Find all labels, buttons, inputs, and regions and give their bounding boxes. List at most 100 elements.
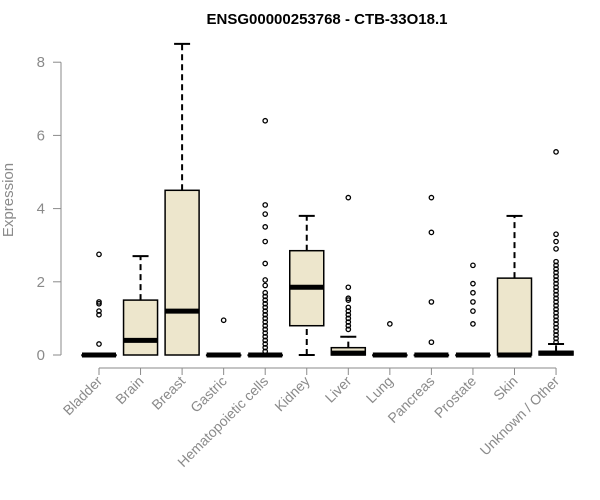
outlier-point [553, 266, 559, 272]
outlier-point [262, 289, 269, 296]
x-tick-label: Skin [490, 373, 521, 404]
box-bladder [81, 251, 117, 358]
outlier-point [96, 251, 102, 258]
outlier-point [262, 224, 269, 230]
box-hematopoietic-cells [247, 117, 283, 358]
box-brain [122, 255, 159, 356]
outlier-point [262, 282, 269, 289]
outlier-point [220, 317, 227, 324]
y-tick-label: 0 [37, 347, 45, 364]
box-skin [496, 214, 533, 358]
box-lung [372, 321, 408, 358]
outlier-point [553, 280, 559, 287]
outlier-point [96, 308, 102, 314]
outlier-point [96, 341, 102, 347]
outlier-point [553, 246, 559, 252]
outlier-point [553, 302, 559, 309]
box-liver [330, 194, 367, 356]
outlier-point [553, 273, 559, 280]
outlier-point [386, 321, 393, 327]
outlier-point [553, 149, 559, 155]
outlier-point [262, 297, 269, 303]
outlier-point [428, 229, 435, 236]
y-tick-label: 4 [37, 201, 45, 218]
outlier-point [345, 319, 352, 325]
x-tick-label: Liver [322, 373, 355, 406]
y-axis: 0 2 4 6 8 [37, 54, 62, 364]
outlier-point [262, 238, 269, 245]
box-series [81, 42, 574, 358]
outlier-point [553, 262, 559, 269]
outlier-point [553, 291, 559, 298]
y-tick-label: 8 [37, 54, 45, 71]
outlier-point [96, 300, 102, 307]
outlier-point [553, 335, 559, 342]
x-tick-label: Bladder [60, 373, 106, 419]
outlier-point [262, 311, 269, 318]
outlier-point [262, 308, 269, 314]
outlier-point [553, 231, 559, 238]
outlier-point [553, 324, 559, 331]
outlier-point [262, 337, 269, 344]
outlier-point [262, 333, 269, 340]
outlier-point [262, 319, 269, 325]
box-iqr [122, 299, 159, 356]
outlier-point [428, 299, 435, 305]
outlier-point [470, 280, 476, 287]
outlier-point [553, 332, 559, 338]
outlier-point [262, 211, 269, 217]
outlier-point [96, 299, 102, 305]
outlier-point [96, 311, 102, 318]
outlier-point [262, 326, 269, 333]
x-tick-label: Breast [148, 373, 188, 413]
outlier-point [345, 304, 352, 311]
y-axis-label: Expression [0, 163, 17, 237]
x-tick-label: Prostate [431, 373, 479, 421]
x-tick-label: Brain [112, 373, 146, 407]
x-tick-label: Unknown / Other [477, 373, 563, 459]
outlier-point [553, 339, 559, 346]
box-iqr [496, 277, 533, 356]
y-tick-label: 6 [37, 127, 45, 144]
outlier-point [262, 260, 269, 267]
outlier-point [553, 288, 559, 294]
outlier-point [470, 321, 476, 327]
outlier-point [345, 284, 352, 291]
outlier-point [553, 310, 559, 316]
outlier-point [262, 344, 269, 351]
outlier-point [553, 295, 559, 302]
outlier-point [470, 308, 476, 314]
outlier-point [428, 194, 435, 201]
outlier-point [345, 315, 352, 322]
outlier-point [345, 322, 352, 329]
x-tick-label: Lung [363, 373, 396, 406]
outlier-point [553, 317, 559, 324]
outlier-point [262, 322, 269, 329]
outlier-point [262, 341, 269, 347]
outlier-point [553, 328, 559, 335]
outlier-point [553, 258, 559, 265]
outlier-point [553, 306, 559, 313]
outlier-point [553, 299, 559, 305]
outlier-point [345, 311, 352, 318]
box-pancreas [413, 194, 450, 358]
outlier-point [262, 348, 269, 355]
outlier-point [470, 299, 476, 305]
box-kidney [289, 214, 325, 356]
outlier-point [262, 277, 269, 283]
outlier-point [553, 313, 559, 320]
outlier-point [262, 330, 269, 336]
outlier-point [345, 308, 352, 314]
box-gastric [205, 317, 242, 358]
box-breast [164, 42, 200, 356]
box-prostate [455, 262, 491, 358]
box-unknown-other [538, 149, 574, 356]
y-tick-label: 2 [37, 274, 45, 291]
outlier-point [428, 339, 435, 346]
outlier-point [262, 315, 269, 322]
chart-title: ENSG00000253768 - CTB-33O18.1 [207, 11, 448, 28]
outlier-point [262, 304, 269, 311]
outlier-point [553, 277, 559, 283]
outlier-point [345, 194, 352, 201]
